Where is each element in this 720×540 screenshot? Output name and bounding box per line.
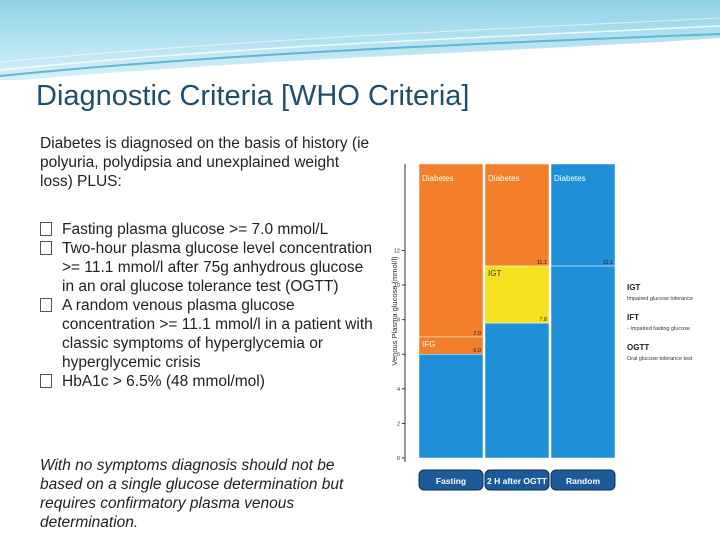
legend-description: - Impaired fasting glucose <box>627 326 690 332</box>
bar-segment <box>418 353 484 459</box>
y-tick-label: 6 <box>397 352 400 358</box>
bar-segment <box>484 163 550 267</box>
segment-label: IFG <box>422 340 435 349</box>
column-label: 2 H after OGTT <box>487 476 548 486</box>
y-tick-label: 10 <box>394 283 400 289</box>
legend-description: Oral glucose tolerance test <box>627 356 693 362</box>
threshold-label: 11.1 <box>603 260 613 266</box>
confirmation-note: With no symptoms diagnosis should not be… <box>40 457 344 531</box>
header-swoosh-decoration <box>0 0 720 80</box>
threshold-label: 7.0 <box>473 331 481 337</box>
y-axis-label: Venous Plasma glucose (mmol/l) <box>390 256 399 366</box>
y-tick-label: 0 <box>397 456 400 462</box>
y-tick-label: 8 <box>397 318 400 324</box>
column-label: Random <box>566 476 600 486</box>
threshold-label: 7.8 <box>539 317 547 323</box>
criteria-list: Fasting plasma glucose >= 7.0 mmol/L Two… <box>40 220 378 391</box>
glucose-criteria-figure: 0 2 4 6 8 10 12 Venous Plasma glucose (mmol/l) D… <box>385 140 720 532</box>
segment-label: Diabetes <box>488 174 520 183</box>
criteria-text: HbA1c > 6.5% (48 mmol/mol) <box>62 373 265 390</box>
column-label: Fasting <box>436 476 466 486</box>
bar-segment <box>418 163 484 338</box>
segment-label: Diabetes <box>554 174 586 183</box>
criteria-item: Two-hour plasma glucose level concentrat… <box>40 239 378 296</box>
legend-term: IGT <box>627 283 640 292</box>
bullet-box-icon <box>40 222 52 236</box>
segment-label: IGT <box>488 269 501 278</box>
column-button <box>484 469 550 491</box>
bullet-box-icon <box>40 298 52 312</box>
bar-segment <box>484 322 550 459</box>
slide-title: Diagnostic Criteria [WHO Criteria] <box>36 80 470 112</box>
y-tick-label: 12 <box>394 248 400 254</box>
criteria-text: Two-hour plasma glucose level concentrat… <box>62 240 373 295</box>
legend-term: OGTT <box>627 343 649 352</box>
bullet-box-icon <box>40 241 52 255</box>
glucose-criteria-svg: 0 2 4 6 8 10 12 Venous Plasma glucose (mmol/l) D… <box>385 140 720 532</box>
criteria-item: Fasting plasma glucose >= 7.0 mmol/L <box>40 220 378 239</box>
threshold-label: 11.1 <box>537 260 547 266</box>
criteria-text: A random venous plasma glucose concentra… <box>62 297 373 371</box>
column-button <box>550 469 616 491</box>
column-button <box>418 469 484 491</box>
y-tick-label: 4 <box>397 387 400 393</box>
legend-description: Impaired glucose tolerance <box>627 296 693 302</box>
bar-segment <box>550 265 616 459</box>
bullet-box-icon <box>40 374 52 388</box>
bar-segment <box>484 265 550 324</box>
segment-label: Diabetes <box>422 174 454 183</box>
criteria-item: A random venous plasma glucose concentra… <box>40 296 378 372</box>
threshold-label: 6.0 <box>473 348 481 354</box>
criteria-item: HbA1c > 6.5% (48 mmol/mol) <box>40 372 378 391</box>
y-tick-label: 2 <box>397 421 400 427</box>
intro-text: Diabetes is diagnosed on the basis of hi… <box>40 135 370 190</box>
criteria-text: Fasting plasma glucose >= 7.0 mmol/L <box>62 221 329 238</box>
bar-segment <box>550 163 616 267</box>
legend-term: IFT <box>627 313 639 322</box>
